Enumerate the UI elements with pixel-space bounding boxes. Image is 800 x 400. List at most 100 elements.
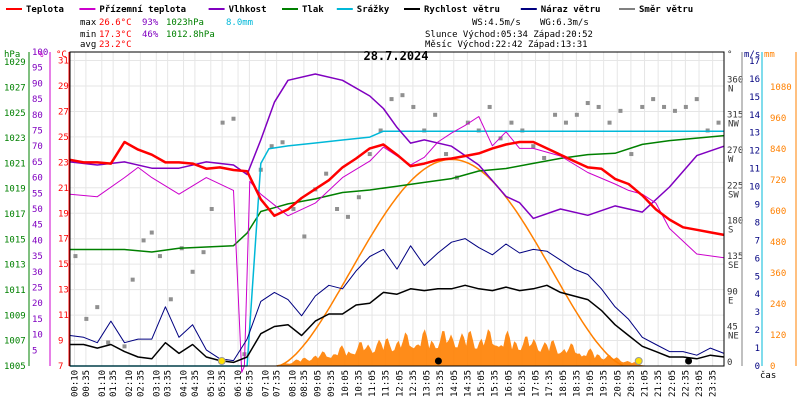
wind-direction-point <box>640 104 645 109</box>
wind-direction-point <box>122 344 127 349</box>
deg-tick-label: 45 <box>727 323 738 333</box>
x-tick-label: 21:05 <box>641 370 651 397</box>
plot-frame <box>69 51 725 367</box>
mm-tick-label: 240 <box>770 300 786 310</box>
axes: 00:10 00:35 01:10 01:35 02:10 02:35 03:10 03:35… <box>4 48 797 397</box>
wind-direction-point <box>141 238 146 243</box>
wind-direction-point <box>618 108 623 113</box>
pct-tick-label: 85 <box>32 95 43 105</box>
ms-tick-label: 14 <box>749 111 760 121</box>
wind-direction-point <box>73 254 78 259</box>
wind-direction-point <box>465 120 470 125</box>
deg-tick-label: 315 <box>727 111 743 121</box>
legend-label: Rychlost větru <box>424 4 500 15</box>
x-tick-label: 10:35 <box>354 370 364 397</box>
x-tick-label: 08:35 <box>300 370 310 397</box>
x-tick-label: 23:35 <box>709 370 719 397</box>
x-tick-label: 20:35 <box>627 370 637 397</box>
x-tick-label: 15:35 <box>491 370 501 397</box>
x-tick-label: 14:05 <box>450 370 460 397</box>
wind-direction-point <box>335 207 340 211</box>
hpa-tick-label: 1023 <box>4 134 26 144</box>
stat-min-hum: 46% <box>142 30 159 40</box>
wind-direction-point <box>607 120 612 125</box>
legend-label: Vlhkost <box>229 5 267 15</box>
legend-label: Srážky <box>357 5 390 15</box>
pct-tick-label: 45 <box>32 221 43 231</box>
deg-dir-label: SE <box>728 261 739 271</box>
wind-direction-point <box>130 277 135 282</box>
x-tick-label: 02:35 <box>136 370 146 397</box>
pct-tick-label: 90 <box>32 79 43 89</box>
hpa-tick-label: 1011 <box>4 286 26 296</box>
x-tick-label: 11:35 <box>382 370 392 397</box>
hpa-tick-label: 1017 <box>4 210 26 220</box>
wind-direction-point <box>356 195 361 200</box>
wind-direction-point <box>683 104 688 109</box>
wind-direction-point <box>629 152 634 157</box>
wind-direction-point <box>291 207 296 211</box>
pct-tick-label: 35 <box>32 252 43 262</box>
deg-dir-label: E <box>728 296 733 306</box>
wind-direction-point <box>487 104 492 109</box>
hpa-tick-label: 1007 <box>4 337 26 347</box>
temp-tick-label: 11 <box>58 311 69 321</box>
ms-axis-label: m/s <box>744 50 760 60</box>
wind-direction-point <box>389 97 394 102</box>
pct-tick-label: 30 <box>32 268 43 278</box>
moonrise-marker <box>685 357 693 365</box>
mm-tick-label: 0 <box>770 362 775 372</box>
rain-intensity-area <box>274 329 648 366</box>
hpa-tick-label: 1029 <box>4 58 26 68</box>
temp-tick-label: 29 <box>58 82 69 92</box>
x-tick-label: 01:35 <box>109 370 119 397</box>
x-tick-label: 12:05 <box>395 370 405 397</box>
stat-max-rain: 8.0mm <box>226 18 253 28</box>
wind-direction-point <box>509 120 514 125</box>
deg-tick-label: 135 <box>727 252 743 262</box>
x-tick-label: 00:10 <box>71 370 81 397</box>
x-tick-label: 07:10 <box>261 370 271 397</box>
stat-max-press: 1023hPa <box>166 18 204 28</box>
mm-axis-label: mm <box>764 50 775 60</box>
x-tick-label: 03:35 <box>164 370 174 397</box>
wind-direction-point <box>168 297 173 302</box>
temp-axis-label: °C <box>56 50 67 60</box>
wind-direction-point <box>201 250 206 255</box>
x-tick-label: 22:05 <box>668 370 678 397</box>
mm-tick-label: 120 <box>770 331 786 341</box>
ms-tick-label: 9 <box>755 201 760 211</box>
pct-tick-label: 75 <box>32 127 43 137</box>
temp-tick-label: 17 <box>58 235 69 245</box>
stat-max-label: max <box>80 18 97 28</box>
x-tick-label: 18:35 <box>572 370 582 397</box>
pct-tick-label: 50 <box>32 205 43 215</box>
x-tick-label: 20:05 <box>613 370 623 397</box>
wind-direction-point <box>542 155 547 160</box>
x-tick-label: 22:35 <box>681 370 691 397</box>
stat-moon: Měsíc Východ:22:42 Západ:13:31 <box>425 40 588 50</box>
wind-direction-point <box>651 97 656 102</box>
ms-tick-label: 15 <box>749 93 760 103</box>
stat-max-temp: 26.6°C <box>99 18 132 28</box>
deg-dir-label: W <box>728 155 734 165</box>
wind-direction-point <box>269 144 274 149</box>
stat-min-press: 1012.8hPa <box>166 30 215 40</box>
ms-tick-label: 13 <box>749 129 760 139</box>
stat-wind-gust: WG:6.3m/s <box>540 18 589 28</box>
x-tick-label: 13:05 <box>423 370 433 397</box>
hpa-tick-label: 1015 <box>4 235 26 245</box>
wind-direction-point <box>716 120 721 125</box>
wind-direction-point <box>553 112 558 117</box>
mm-tick-label: 360 <box>770 269 786 279</box>
legend-label: Náraz větru <box>541 4 601 15</box>
ms-tick-label: 1 <box>755 344 760 354</box>
pct-tick-label: 60 <box>32 174 43 184</box>
wind-direction-point <box>220 120 225 125</box>
wind-direction-point <box>367 152 372 157</box>
sunset-marker <box>634 357 643 365</box>
pct-axis-label: % <box>38 50 44 60</box>
temp-tick-label: 19 <box>58 209 69 219</box>
